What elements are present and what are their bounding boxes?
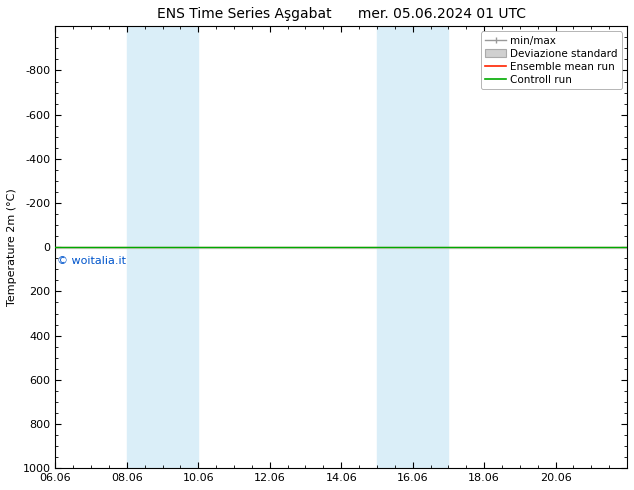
Bar bbox=[127, 26, 198, 468]
Bar bbox=[377, 26, 448, 468]
Text: © woitalia.it: © woitalia.it bbox=[57, 256, 126, 266]
Legend: min/max, Deviazione standard, Ensemble mean run, Controll run: min/max, Deviazione standard, Ensemble m… bbox=[481, 31, 622, 89]
Title: ENS Time Series Aşgabat      mer. 05.06.2024 01 UTC: ENS Time Series Aşgabat mer. 05.06.2024 … bbox=[157, 7, 526, 21]
Y-axis label: Temperature 2m (°C): Temperature 2m (°C) bbox=[7, 188, 17, 306]
